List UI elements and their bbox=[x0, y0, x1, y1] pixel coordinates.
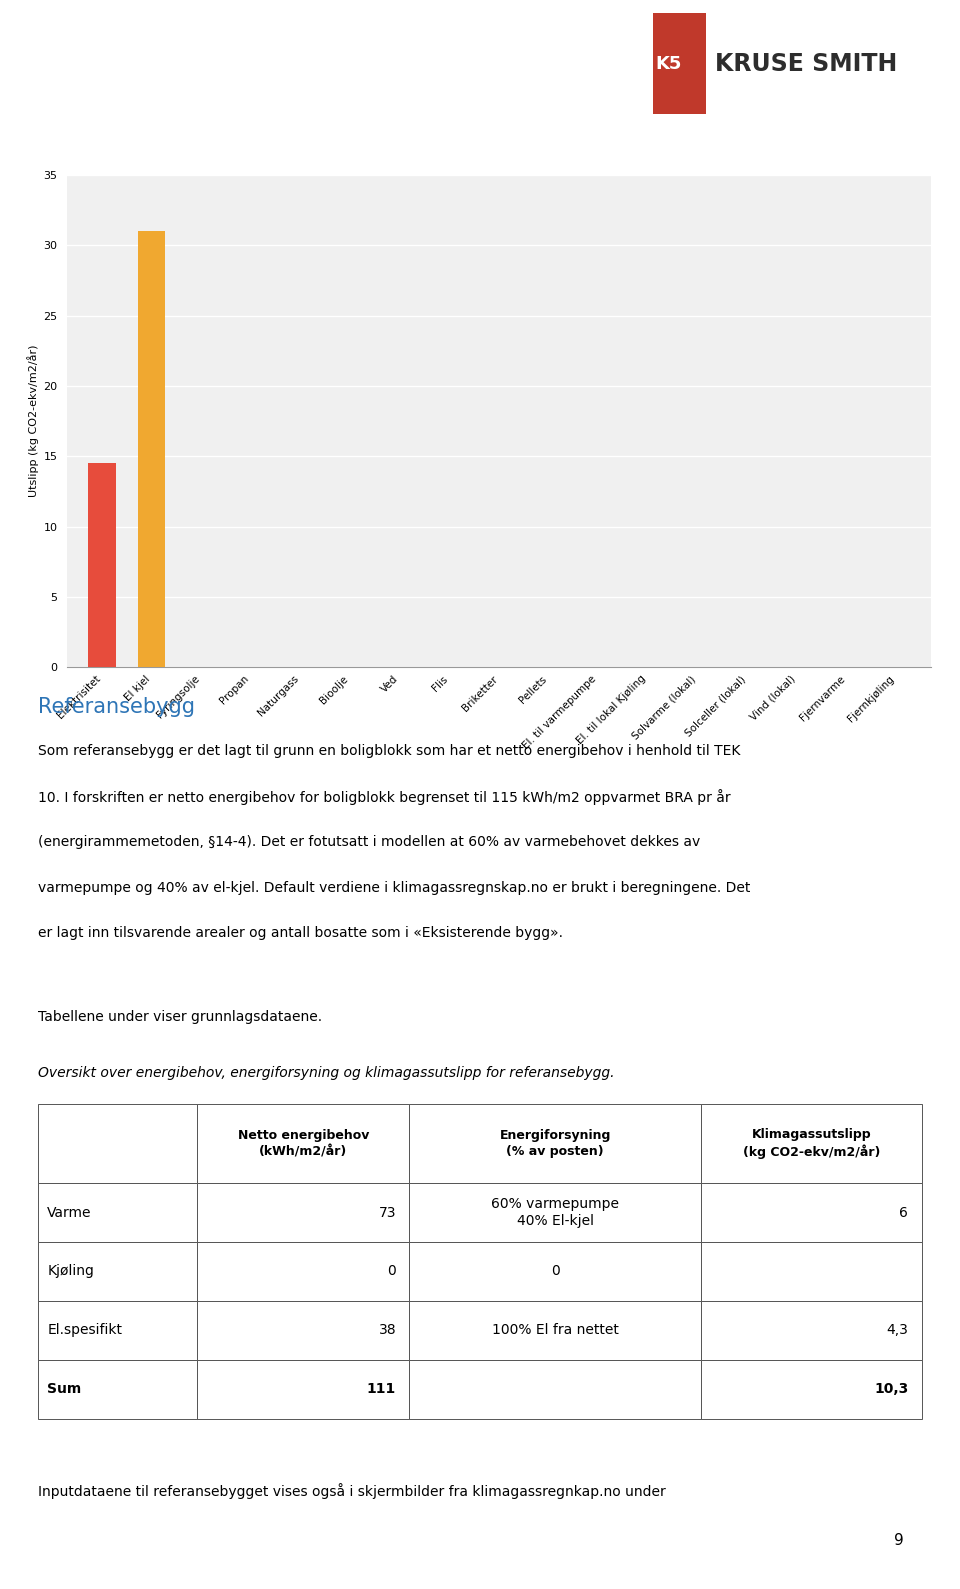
Text: Referansebygg: Referansebygg bbox=[38, 698, 196, 717]
FancyBboxPatch shape bbox=[653, 13, 706, 114]
Text: Oversikt over energibehov, energiforsyning og klimagassutslipp for referansebygg: Oversikt over energibehov, energiforsyni… bbox=[38, 1066, 615, 1079]
Text: 100% El fra nettet: 100% El fra nettet bbox=[492, 1324, 618, 1338]
Text: Som referansebygg er det lagt til grunn en boligblokk som har et netto energibeh: Som referansebygg er det lagt til grunn … bbox=[38, 744, 741, 758]
Text: 6: 6 bbox=[900, 1206, 908, 1219]
FancyBboxPatch shape bbox=[198, 1360, 409, 1419]
FancyBboxPatch shape bbox=[198, 1182, 409, 1243]
Text: 60% varmepumpe
40% El-kjel: 60% varmepumpe 40% El-kjel bbox=[492, 1197, 619, 1228]
FancyBboxPatch shape bbox=[198, 1301, 409, 1360]
FancyBboxPatch shape bbox=[701, 1301, 922, 1360]
FancyBboxPatch shape bbox=[409, 1104, 701, 1182]
FancyBboxPatch shape bbox=[198, 1243, 409, 1301]
FancyBboxPatch shape bbox=[198, 1104, 409, 1182]
Text: Inputdataene til referansebygget vises også i skjermbilder fra klimagassregnkap.: Inputdataene til referansebygget vises o… bbox=[38, 1483, 666, 1498]
Text: varmepumpe og 40% av el-kjel. Default verdiene i klimagassregnskap.no er brukt i: varmepumpe og 40% av el-kjel. Default ve… bbox=[38, 880, 751, 895]
Text: 4,3: 4,3 bbox=[886, 1324, 908, 1338]
Text: Varme: Varme bbox=[47, 1206, 92, 1219]
FancyBboxPatch shape bbox=[38, 1104, 198, 1182]
Text: K5: K5 bbox=[655, 54, 682, 73]
Bar bbox=[138, 230, 165, 667]
Text: 111: 111 bbox=[367, 1382, 396, 1397]
Text: Tabellene under viser grunnlagsdataene.: Tabellene under viser grunnlagsdataene. bbox=[38, 1011, 323, 1023]
FancyBboxPatch shape bbox=[38, 1243, 198, 1301]
Text: 10. I forskriften er netto energibehov for boligblokk begrenset til 115 kWh/m2 o: 10. I forskriften er netto energibehov f… bbox=[38, 790, 731, 806]
FancyBboxPatch shape bbox=[38, 1182, 198, 1243]
Text: Netto energibehov
(kWh/m2/år): Netto energibehov (kWh/m2/år) bbox=[238, 1130, 369, 1158]
Y-axis label: Utslipp (kg CO2-ekv/m2/år): Utslipp (kg CO2-ekv/m2/år) bbox=[27, 345, 39, 497]
Text: 0: 0 bbox=[387, 1265, 396, 1279]
FancyBboxPatch shape bbox=[701, 1243, 922, 1301]
FancyBboxPatch shape bbox=[38, 1360, 198, 1419]
Text: KRUSE SMITH: KRUSE SMITH bbox=[715, 51, 898, 76]
Bar bbox=[88, 464, 115, 667]
FancyBboxPatch shape bbox=[409, 1301, 701, 1360]
Text: Energiforsyning
(% av posten): Energiforsyning (% av posten) bbox=[499, 1130, 611, 1158]
FancyBboxPatch shape bbox=[701, 1104, 922, 1182]
FancyBboxPatch shape bbox=[701, 1182, 922, 1243]
Text: El.spesifikt: El.spesifikt bbox=[47, 1324, 122, 1338]
Text: 9: 9 bbox=[894, 1533, 904, 1548]
Text: 73: 73 bbox=[378, 1206, 396, 1219]
Text: Kjøling: Kjøling bbox=[47, 1265, 94, 1279]
Text: 38: 38 bbox=[378, 1324, 396, 1338]
FancyBboxPatch shape bbox=[701, 1360, 922, 1419]
Text: (energirammemetoden, §14-4). Det er fotutsatt i modellen at 60% av varmebehovet : (energirammemetoden, §14-4). Det er fotu… bbox=[38, 834, 701, 849]
FancyBboxPatch shape bbox=[38, 1301, 198, 1360]
FancyBboxPatch shape bbox=[409, 1182, 701, 1243]
Text: 10,3: 10,3 bbox=[875, 1382, 908, 1397]
Text: Klimagassutslipp
(kg CO2-ekv/m2/år): Klimagassutslipp (kg CO2-ekv/m2/år) bbox=[742, 1128, 880, 1160]
FancyBboxPatch shape bbox=[409, 1360, 701, 1419]
Text: er lagt inn tilsvarende arealer og antall bosatte som i «Eksisterende bygg».: er lagt inn tilsvarende arealer og antal… bbox=[38, 926, 564, 941]
Text: Sum: Sum bbox=[47, 1382, 82, 1397]
Text: 0: 0 bbox=[551, 1265, 560, 1279]
FancyBboxPatch shape bbox=[409, 1243, 701, 1301]
